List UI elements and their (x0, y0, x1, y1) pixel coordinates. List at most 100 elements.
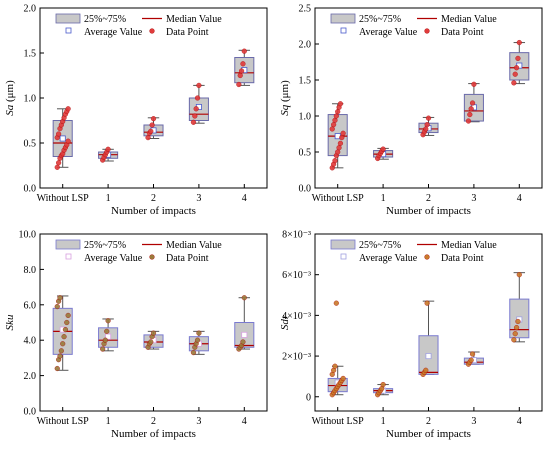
x-tick-label: 1 (106, 193, 111, 204)
y-axis-symbol: Sku (4, 314, 16, 330)
data-point (512, 71, 518, 77)
data-point (104, 328, 110, 334)
panel-4: 0 2×10⁻³ 4×10⁻³ 6×10⁻³ 8×10⁻³ Without LSP 1 2 3 4… (279, 230, 543, 440)
y-tick-label: 4×10⁻³ (282, 311, 311, 322)
data-point (105, 146, 111, 152)
data-point (240, 339, 246, 345)
legend-point-label: Data Point (441, 253, 484, 264)
data-point (513, 65, 520, 71)
y-axis-label: Sq (μm) (279, 80, 291, 116)
data-point (335, 149, 341, 155)
y-tick-label: 4.0 (24, 336, 37, 347)
legend-point-label: Data Point (441, 27, 484, 38)
data-point (65, 138, 71, 144)
legend-average-label: Average Value (359, 253, 418, 264)
x-tick-label: 4 (517, 193, 522, 204)
legend-point-swatch (149, 28, 155, 34)
y-axis-symbol: Sq (279, 104, 291, 116)
data-point (332, 158, 338, 164)
x-tick-label: 2 (151, 193, 156, 204)
legend-box-swatch (330, 239, 356, 250)
box-4 (188, 82, 209, 125)
x-tick-label: 1 (381, 193, 386, 204)
data-point (516, 272, 522, 278)
data-point (196, 330, 202, 336)
y-tick-label: 0.0 (299, 184, 312, 195)
y-tick-label: 8.0 (24, 265, 37, 276)
data-point (331, 122, 337, 128)
legend-median-label: Median Value (441, 14, 497, 25)
x-tick-label: 4 (242, 193, 247, 204)
legend-box-swatch (55, 13, 81, 24)
legend-point-label: Data Point (166, 253, 209, 264)
box-2 (98, 318, 119, 352)
data-point (150, 116, 157, 122)
y-tick-label: 2.0 (299, 40, 312, 51)
legend-median-label: Median Value (166, 14, 222, 25)
y-tick-label: 8×10⁻³ (282, 230, 311, 241)
x-axis-label: Number of impacts (111, 205, 196, 217)
legend-point-label: Data Point (166, 27, 209, 38)
legend: 25%~75% Median Value Average Value Data Poi… (55, 239, 222, 264)
data-point (54, 365, 60, 372)
average-marker (59, 135, 66, 142)
legend-box-label: 25%~75% (84, 240, 126, 251)
x-tick-label: Without LSP (37, 193, 90, 204)
data-point (54, 164, 60, 170)
y-axis-label: Sdr (279, 314, 291, 330)
y-tick-label: 1.5 (299, 76, 312, 87)
y-axis-label: Sku (4, 314, 16, 330)
box-3 (418, 300, 439, 377)
data-point (340, 130, 346, 136)
data-point (193, 106, 199, 112)
y-tick-label: 1.0 (24, 94, 37, 105)
data-point (337, 101, 344, 107)
y-tick-label: 0.0 (24, 184, 37, 195)
data-point (511, 80, 517, 86)
data-point (335, 109, 341, 115)
data-point (241, 48, 247, 54)
data-point (424, 300, 430, 306)
y-tick-label: 1.0 (299, 112, 312, 123)
y-tick-label: 1.5 (24, 49, 37, 60)
legend-average-label: Average Value (84, 27, 143, 38)
box-2 (373, 146, 394, 162)
legend-box-label: 25%~75% (359, 240, 401, 251)
panel-1: 0.0 0.5 1.0 1.5 2.0 Without LSP 1 2 3 4 Number of … (4, 4, 268, 217)
legend: 25%~75% Median Value Average Value Data Poi… (330, 13, 497, 38)
y-tick-label: 2×10⁻³ (282, 352, 311, 363)
data-point (194, 337, 201, 343)
data-point (238, 68, 245, 74)
box-4 (463, 81, 484, 124)
plot-frame (314, 7, 543, 189)
data-point (56, 131, 62, 137)
box-1 (327, 300, 348, 398)
y-axis-symbol: Sa (4, 104, 16, 116)
data-point (465, 118, 472, 124)
data-point (380, 146, 386, 152)
x-tick-label: 4 (517, 416, 522, 427)
data-point (516, 39, 522, 46)
data-point (469, 351, 476, 357)
data-point (57, 295, 63, 301)
data-point (424, 122, 430, 128)
data-point (62, 326, 69, 333)
data-point (60, 341, 66, 347)
data-point (65, 106, 71, 112)
panel-2: 0.0 0.5 1.0 1.5 2.0 2.5 Without LSP 1 2 3 4 Number … (279, 4, 543, 217)
y-tick-label: 0.0 (24, 407, 37, 418)
y-axis-unit: (μm) (4, 80, 16, 105)
box-5 (234, 295, 255, 352)
data-point (190, 349, 197, 356)
legend-box-label: 25%~75% (359, 14, 401, 25)
y-tick-label: 0 (306, 392, 311, 403)
x-tick-label: 2 (426, 416, 431, 427)
data-point (332, 117, 338, 123)
data-point (515, 318, 521, 325)
legend-box-swatch (55, 239, 81, 250)
data-point (237, 72, 243, 79)
legend-average-label: Average Value (84, 253, 143, 264)
x-tick-label: 3 (196, 416, 201, 427)
legend-median-label: Median Value (166, 240, 222, 251)
